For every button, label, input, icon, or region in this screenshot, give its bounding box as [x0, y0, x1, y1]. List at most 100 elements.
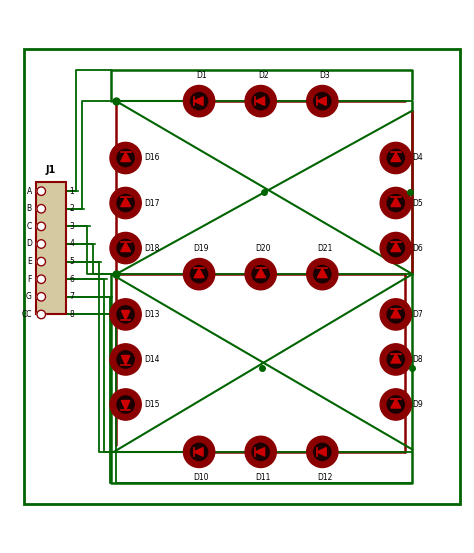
FancyBboxPatch shape [24, 49, 460, 504]
Polygon shape [391, 197, 401, 207]
Polygon shape [121, 400, 130, 410]
Text: 6: 6 [69, 275, 74, 284]
Polygon shape [255, 447, 264, 456]
Text: D21: D21 [317, 244, 332, 253]
Circle shape [380, 389, 411, 420]
Text: 8: 8 [69, 310, 74, 319]
Text: D1: D1 [196, 71, 207, 80]
Circle shape [191, 92, 208, 109]
Circle shape [117, 195, 134, 212]
Circle shape [307, 436, 338, 467]
Circle shape [307, 258, 338, 290]
Circle shape [380, 187, 411, 218]
Text: D19: D19 [194, 244, 209, 253]
Circle shape [314, 92, 331, 109]
Polygon shape [317, 97, 326, 106]
Circle shape [252, 444, 269, 461]
FancyBboxPatch shape [36, 182, 66, 315]
Circle shape [110, 142, 141, 174]
Polygon shape [121, 153, 130, 161]
Text: 3: 3 [69, 222, 74, 231]
Circle shape [37, 275, 46, 284]
Circle shape [37, 293, 46, 301]
Circle shape [183, 258, 215, 290]
Text: D3: D3 [319, 71, 330, 80]
Circle shape [307, 86, 338, 117]
Text: G: G [26, 293, 32, 301]
Text: D18: D18 [145, 243, 160, 253]
Circle shape [380, 299, 411, 330]
Circle shape [380, 142, 411, 174]
Text: 5: 5 [69, 257, 74, 266]
Circle shape [387, 306, 404, 323]
Circle shape [387, 351, 404, 368]
Polygon shape [391, 153, 401, 161]
Text: D2: D2 [258, 71, 268, 80]
Circle shape [110, 187, 141, 218]
Circle shape [252, 265, 269, 283]
Polygon shape [391, 309, 401, 318]
Circle shape [110, 389, 141, 420]
Polygon shape [391, 399, 401, 408]
Text: D10: D10 [194, 473, 209, 482]
Circle shape [37, 205, 46, 213]
Polygon shape [391, 242, 401, 252]
Circle shape [387, 239, 404, 257]
Text: D: D [26, 239, 32, 248]
Circle shape [117, 306, 134, 323]
Text: 4: 4 [69, 239, 74, 248]
Polygon shape [121, 356, 130, 365]
Circle shape [380, 232, 411, 264]
Text: D9: D9 [412, 400, 423, 409]
Circle shape [117, 149, 134, 166]
Polygon shape [121, 310, 130, 320]
Text: A: A [27, 187, 32, 196]
Polygon shape [391, 354, 401, 363]
Polygon shape [194, 97, 203, 106]
Text: E: E [27, 257, 32, 266]
Text: D5: D5 [412, 199, 423, 207]
Circle shape [110, 232, 141, 264]
Circle shape [117, 239, 134, 257]
Polygon shape [256, 269, 265, 278]
Polygon shape [121, 242, 130, 252]
Circle shape [387, 195, 404, 212]
Circle shape [252, 92, 269, 109]
Text: 1: 1 [69, 187, 74, 196]
Circle shape [117, 396, 134, 413]
Circle shape [183, 436, 215, 467]
Text: D13: D13 [145, 310, 160, 319]
Circle shape [183, 86, 215, 117]
Polygon shape [121, 197, 130, 207]
Text: D14: D14 [145, 355, 160, 364]
Circle shape [37, 222, 46, 231]
Text: D15: D15 [145, 400, 160, 409]
Circle shape [245, 258, 276, 290]
Circle shape [37, 257, 46, 266]
Polygon shape [318, 269, 327, 278]
Circle shape [314, 265, 331, 283]
Text: D6: D6 [412, 243, 423, 253]
Polygon shape [194, 447, 203, 456]
Polygon shape [317, 447, 326, 456]
Text: D8: D8 [412, 355, 423, 364]
Circle shape [37, 310, 46, 319]
Polygon shape [255, 97, 264, 106]
Circle shape [245, 86, 276, 117]
Text: CC: CC [21, 310, 32, 319]
Polygon shape [194, 269, 204, 278]
Circle shape [245, 436, 276, 467]
Text: C: C [27, 222, 32, 231]
Text: D7: D7 [412, 310, 423, 319]
Text: 2: 2 [69, 204, 74, 213]
Circle shape [380, 344, 411, 375]
Circle shape [117, 351, 134, 368]
Circle shape [191, 265, 208, 283]
Text: 7: 7 [69, 293, 74, 301]
Text: F: F [27, 275, 32, 284]
Text: D16: D16 [145, 154, 160, 163]
Circle shape [387, 396, 404, 413]
Circle shape [110, 344, 141, 375]
Text: D11: D11 [255, 473, 271, 482]
Text: J1: J1 [46, 165, 56, 175]
